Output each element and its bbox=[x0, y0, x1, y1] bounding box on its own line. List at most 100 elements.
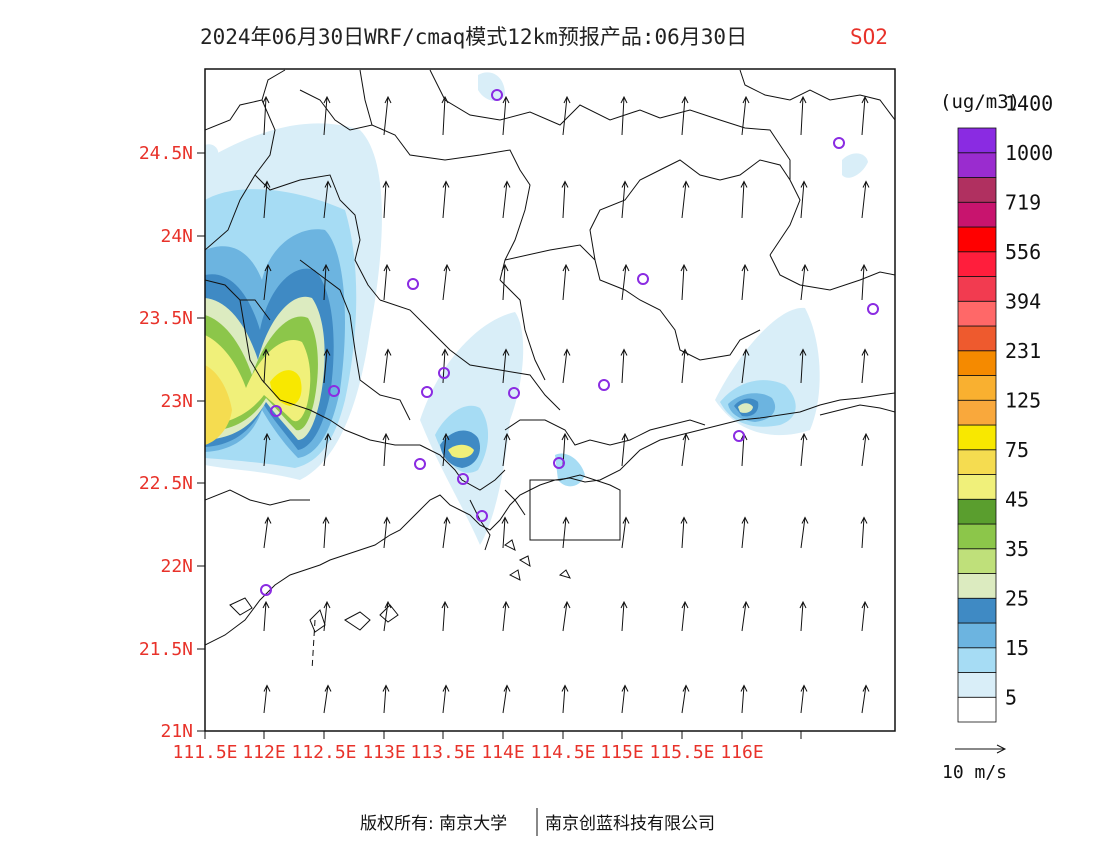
station-marker bbox=[438, 367, 450, 379]
colorbar-swatch bbox=[957, 449, 997, 475]
wind-arrow bbox=[800, 516, 809, 549]
lat-tick-label: 24.5N bbox=[139, 143, 193, 164]
colorbar-label: 394 bbox=[1005, 289, 1041, 313]
wind-arrow bbox=[799, 95, 807, 136]
wind-reference-label: 10 m/s bbox=[942, 762, 1007, 783]
wind-arrow bbox=[681, 180, 690, 219]
colorbar-swatch bbox=[957, 276, 997, 302]
colorbar-label: 1400 bbox=[1005, 91, 1053, 115]
wind-arrow bbox=[442, 516, 451, 549]
station-marker bbox=[637, 273, 649, 285]
latitude-axis: 24.5N 24N 23.5N 23N 22.5N 22N 21.5N 21N bbox=[139, 143, 205, 742]
lat-tick-label: 23N bbox=[160, 391, 193, 412]
station-marker bbox=[421, 386, 433, 398]
wind-arrow bbox=[502, 432, 511, 467]
lon-tick-label: 116E bbox=[720, 742, 763, 763]
colorbar-swatch bbox=[957, 152, 997, 178]
colorbar-swatch bbox=[957, 672, 997, 698]
wind-arrow bbox=[263, 516, 272, 549]
coastline bbox=[205, 392, 895, 646]
wind-arrow bbox=[442, 180, 450, 219]
wind-arrow bbox=[741, 263, 749, 301]
lat-tick-label: 21N bbox=[160, 721, 193, 742]
wind-arrow bbox=[621, 180, 629, 219]
wind-arrow bbox=[501, 516, 509, 549]
wind-arrow bbox=[501, 263, 509, 301]
wind-arrow bbox=[800, 684, 808, 714]
wind-arrow bbox=[322, 516, 330, 549]
wind-arrow bbox=[262, 348, 270, 384]
wind-arrow bbox=[323, 348, 331, 384]
colorbar-label: 231 bbox=[1005, 339, 1041, 363]
wind-arrow bbox=[860, 263, 868, 301]
wind-arrow bbox=[562, 95, 571, 136]
colorbar-swatch bbox=[957, 548, 997, 574]
wind-arrow bbox=[861, 684, 870, 714]
station-marker bbox=[598, 379, 610, 391]
wind-arrow bbox=[680, 516, 688, 549]
concentration-plume-east bbox=[715, 307, 820, 436]
station-marker bbox=[270, 405, 282, 417]
colorbar-swatch bbox=[957, 424, 997, 451]
wind-arrow bbox=[621, 263, 630, 301]
wind-arrow bbox=[383, 516, 391, 549]
colorbar-label: 45 bbox=[1005, 487, 1029, 511]
lat-tick-label: 22N bbox=[160, 556, 193, 577]
wind-arrow bbox=[382, 432, 390, 467]
wind-arrow bbox=[263, 432, 271, 467]
wind-arrow bbox=[383, 348, 392, 384]
lon-tick-label: 113.5E bbox=[410, 742, 475, 763]
station-marker bbox=[867, 303, 879, 315]
wind-arrow bbox=[799, 600, 807, 632]
copyright-left: 版权所有: 南京大学 bbox=[360, 814, 507, 834]
colorbar-swatch bbox=[957, 201, 997, 228]
station-marker bbox=[476, 510, 488, 522]
wind-arrow bbox=[621, 516, 630, 549]
map-frame bbox=[204, 68, 896, 732]
wind-arrow bbox=[620, 95, 628, 136]
wind-arrow bbox=[800, 432, 808, 467]
colorbar-label: 5 bbox=[1005, 685, 1017, 709]
colorbar: 5 15 25 35 45 75 125 231 394 556 719 1000 1400 bbox=[957, 91, 1053, 723]
wind-arrow bbox=[860, 516, 868, 549]
colorbar-swatch bbox=[957, 350, 997, 376]
concentration-plume-guangzhou bbox=[420, 312, 585, 545]
wind-arrow bbox=[323, 180, 332, 219]
station-marker bbox=[508, 387, 520, 399]
wind-arrow bbox=[800, 263, 809, 301]
lon-tick-label: 115E bbox=[600, 742, 643, 763]
colorbar-label: 15 bbox=[1005, 636, 1029, 660]
islands bbox=[229, 539, 571, 633]
wind-arrow bbox=[621, 432, 629, 467]
wind-arrow bbox=[502, 684, 511, 714]
lat-tick-label: 21.5N bbox=[139, 639, 193, 660]
lon-tick-label: 113E bbox=[362, 742, 405, 763]
wind-arrow bbox=[502, 95, 510, 136]
colorbar-swatch bbox=[957, 300, 997, 327]
wind-arrow bbox=[562, 600, 571, 632]
wind-arrow bbox=[681, 348, 689, 384]
lat-tick-label: 23.5N bbox=[139, 308, 193, 329]
station-marker bbox=[733, 430, 745, 442]
lon-tick-label: 114.5E bbox=[530, 742, 595, 763]
station-marker bbox=[407, 278, 419, 290]
station-marker bbox=[833, 137, 845, 149]
copyright-right: 南京创蓝科技有限公司 bbox=[545, 814, 715, 834]
colorbar-swatch bbox=[957, 325, 997, 352]
colorbar-swatch bbox=[957, 474, 997, 500]
monitoring-stations bbox=[260, 89, 879, 596]
wind-arrow bbox=[681, 600, 689, 632]
wind-arrow bbox=[262, 600, 270, 632]
colorbar-swatch bbox=[957, 523, 997, 550]
wind-arrow bbox=[861, 180, 870, 219]
station-marker bbox=[491, 89, 503, 101]
station-marker bbox=[553, 457, 565, 469]
concentration-patch-west bbox=[205, 144, 219, 160]
wind-arrow bbox=[681, 684, 690, 714]
lon-tick-label: 112.5E bbox=[291, 742, 356, 763]
wind-arrow bbox=[861, 348, 869, 384]
colorbar-label: 125 bbox=[1005, 388, 1041, 412]
wind-arrow bbox=[323, 600, 331, 632]
wind-arrow bbox=[620, 348, 628, 384]
